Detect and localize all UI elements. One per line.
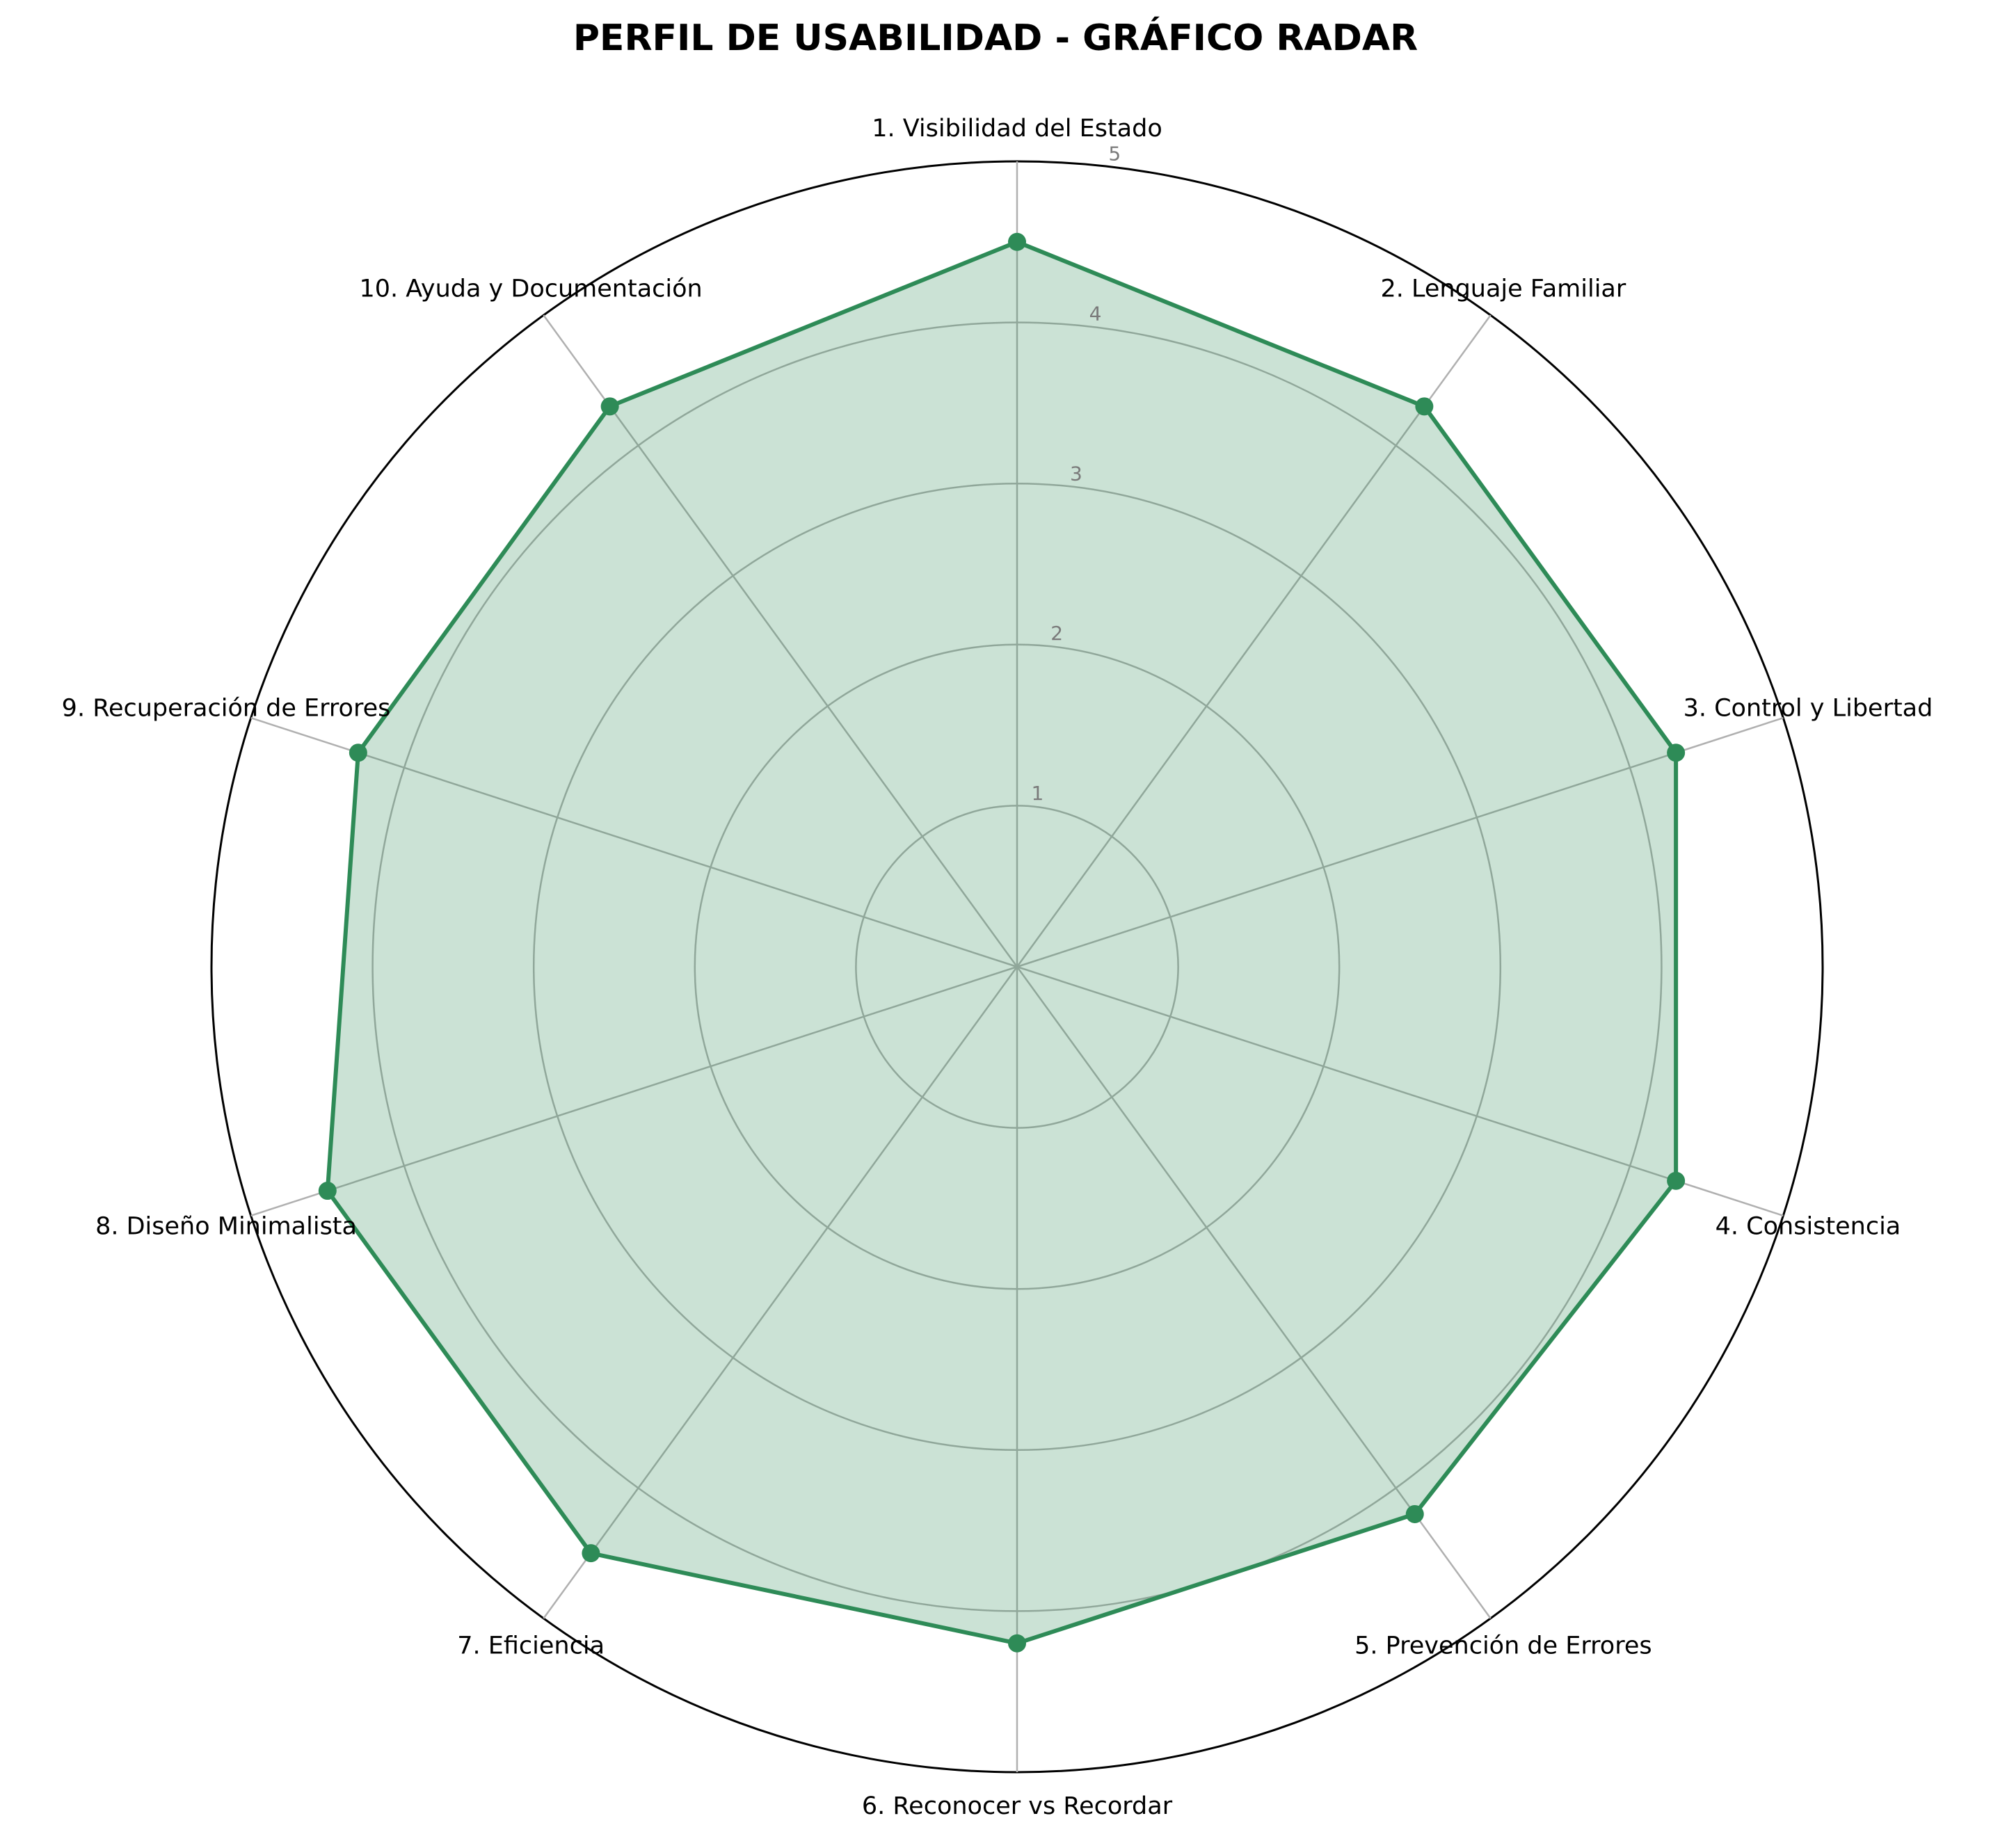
data-point-9 (349, 744, 367, 762)
spoke-10 (543, 314, 1018, 967)
data-point-6 (1008, 1634, 1026, 1653)
spoke-2 (1016, 314, 1492, 967)
data-point-7 (582, 1544, 600, 1563)
spoke-7 (543, 966, 1018, 1619)
data-point-3 (1667, 744, 1686, 762)
spoke-8 (250, 965, 1018, 1217)
category-label-1: 1. Visibilidad del Estado (872, 115, 1162, 143)
category-label-8: 8. Diseño Minimalista (95, 1213, 357, 1241)
chart-title: PERFIL DE USABILIDAD - GRÁFICO RADAR (573, 17, 1418, 59)
r-tick-label-3: 3 (1070, 462, 1082, 485)
data-point-10 (600, 397, 619, 416)
radar-series (318, 232, 1686, 1653)
spoke-9 (250, 716, 1018, 968)
r-tick-label-5: 5 (1108, 142, 1121, 165)
spoke-3 (1016, 716, 1784, 968)
series-area (327, 241, 1677, 1644)
category-label-3: 3. Control y Libertad (1684, 694, 1933, 722)
category-label-5: 5. Prevención de Errores (1354, 1632, 1652, 1660)
data-point-2 (1415, 397, 1434, 416)
data-point-4 (1667, 1171, 1686, 1190)
category-label-7: 7. Eficiencia (457, 1632, 605, 1660)
category-label-6: 6. Reconocer vs Recordar (862, 1792, 1173, 1820)
r-tick-label-2: 2 (1050, 622, 1063, 645)
data-point-5 (1405, 1504, 1424, 1523)
spoke-4 (1016, 965, 1784, 1217)
data-point-1 (1008, 232, 1026, 251)
data-point-8 (318, 1182, 337, 1200)
axis-labels: 1 2 3 4 51. Visibilidad del Estado 2. Lenguaj… (62, 115, 1933, 1820)
category-label-4: 4. Consistencia (1716, 1213, 1901, 1241)
category-label-9: 9. Recuperación de Errores (62, 694, 391, 722)
category-label-10: 10. Ayuda y Documentación (360, 275, 703, 303)
category-label-2: 2. Lenguaje Familiar (1380, 275, 1626, 303)
r-tick-label-4: 4 (1089, 302, 1102, 325)
r-tick-label-1: 1 (1031, 782, 1044, 805)
